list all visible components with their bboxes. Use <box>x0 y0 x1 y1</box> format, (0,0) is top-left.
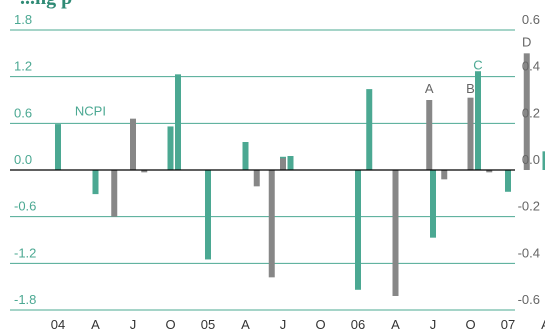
left-tick-label-1: 1.2 <box>14 59 32 74</box>
left-axis-ticks: 1.8 1.2 0.6 0.0 -0.6 -1.2 -1.8 <box>14 12 36 307</box>
core-bar-6 <box>392 170 399 296</box>
core-bar-1 <box>130 118 136 170</box>
left-tick-label-0: 1.8 <box>14 12 32 27</box>
x-tick-label-6: J <box>280 317 287 332</box>
x-tick-label-5: A <box>241 317 250 332</box>
core-bar-5 <box>280 158 286 170</box>
ncpi-bar-3 <box>175 74 181 170</box>
core-bar-10 <box>486 170 493 173</box>
ncpi-bar-2 <box>167 126 174 170</box>
core-bar-8 <box>441 170 448 180</box>
x-tick-label-12: 07 <box>501 317 515 332</box>
x-tick-label-9: A <box>391 317 400 332</box>
left-tick-label-2: 0.6 <box>14 105 32 120</box>
x-tick-label-7: O <box>315 317 325 332</box>
x-tick-label-11: O <box>465 317 475 332</box>
right-tick-label-1: 0.4 <box>522 59 540 74</box>
left-tick-label-5: -1.2 <box>14 245 36 260</box>
x-tick-label-0: 04 <box>51 317 65 332</box>
ncpi-bar-1 <box>92 170 99 195</box>
right-tick-label-5: -0.4 <box>518 245 540 260</box>
right-tick-label-2: 0.2 <box>522 105 540 120</box>
bars-layer <box>55 53 545 296</box>
x-tick-label-13: A <box>541 317 545 332</box>
x-tick-label-1: A <box>91 317 100 332</box>
ncpi-bar-11 <box>475 71 481 170</box>
right-tick-label-3: 0.0 <box>522 152 540 167</box>
core-bar-7 <box>426 100 433 170</box>
left-tick-label-6: -1.8 <box>14 292 36 307</box>
right-tick-label-4: -0.2 <box>518 199 540 214</box>
x-tick-label-8: 06 <box>351 317 365 332</box>
ncpi-bar-13 <box>542 151 545 170</box>
chart-title: ...ng p <box>20 0 72 9</box>
annotation-c: C <box>473 58 482 73</box>
x-tick-label-10: J <box>430 317 437 332</box>
annotation-a: A <box>425 81 434 96</box>
right-axis-ticks: 0.6 0.4 0.2 0.0 -0.2 -0.4 -0.6 <box>518 12 540 307</box>
annotation-d: D <box>522 34 531 49</box>
annotation-ncpi: NCPI <box>75 104 106 119</box>
core-bar-9 <box>467 97 474 170</box>
core-bar-3 <box>253 170 260 187</box>
ncpi-bar-10 <box>430 170 436 238</box>
x-tick-label-3: O <box>165 317 175 332</box>
x-axis-ticks: 04 A J O 05 A J O 06 A J O 07 A <box>51 317 545 332</box>
core-bar-2 <box>141 170 148 173</box>
x-tick-label-4: 05 <box>201 317 215 332</box>
left-tick-label-3: 0.0 <box>14 152 32 167</box>
ncpi-bar-4 <box>205 170 211 260</box>
annotation-b: B <box>466 81 475 96</box>
annotations: NCPIABCDCore <box>75 34 532 119</box>
ncpi-bar-12 <box>505 170 511 192</box>
ncpi-bar-8 <box>355 170 361 290</box>
right-tick-label-0: 0.6 <box>522 12 540 27</box>
core-bar-0 <box>111 170 118 217</box>
grid-layer <box>10 29 515 311</box>
left-tick-label-4: -0.6 <box>14 199 36 214</box>
right-tick-label-6: -0.6 <box>518 292 540 307</box>
ncpi-bar-5 <box>242 142 249 170</box>
core-bar-4 <box>268 170 275 278</box>
core-bar-11 <box>523 53 530 171</box>
ncpi-bar-0 <box>55 124 61 170</box>
ncpi-bar-9 <box>366 89 373 170</box>
ncpi-bar-7 <box>287 156 294 170</box>
x-tick-label-2: J <box>130 317 137 332</box>
